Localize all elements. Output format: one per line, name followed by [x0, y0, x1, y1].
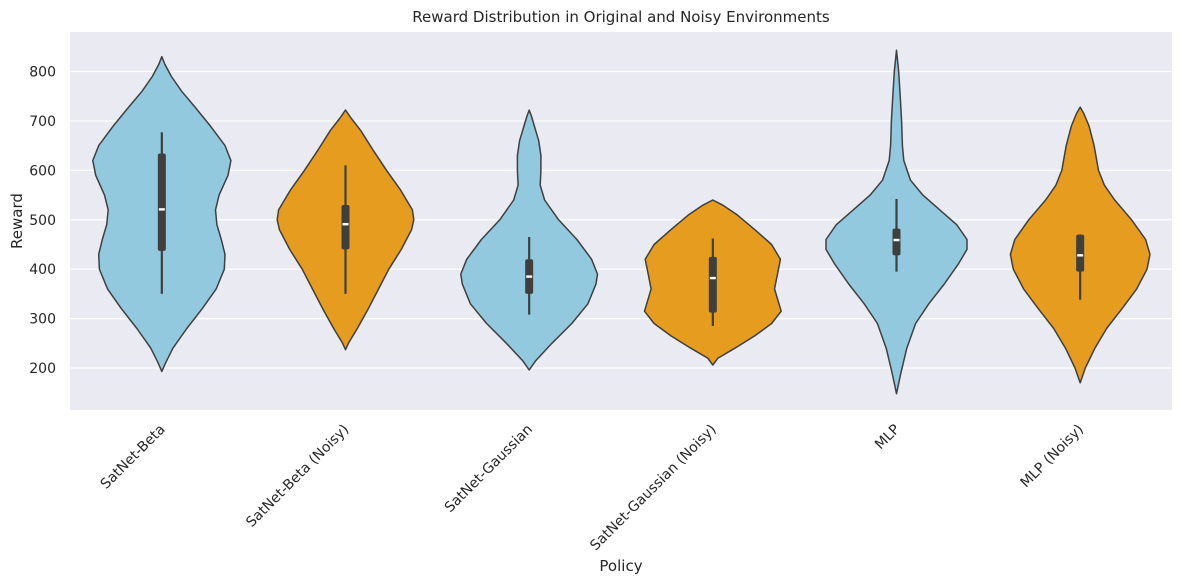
- violin-median: [158, 208, 165, 211]
- chart-title: Reward Distribution in Original and Nois…: [412, 8, 830, 26]
- x-tick-label: SatNet-Gaussian: [442, 422, 536, 516]
- violin-median: [526, 275, 533, 278]
- x-tick-label: SatNet-Gaussian (Noisy): [587, 422, 719, 554]
- violin-group: [825, 49, 968, 395]
- violin-box: [892, 228, 901, 256]
- y-tick-label: 500: [29, 213, 56, 229]
- x-tick-label: SatNet-Beta: [98, 422, 169, 493]
- y-tick-label: 800: [29, 65, 56, 81]
- y-axis-label: Reward: [8, 193, 26, 249]
- violin-median: [1077, 254, 1084, 257]
- grid-lines: [70, 70, 1172, 369]
- y-tick-label: 400: [29, 262, 56, 278]
- y-tick-labels: 200 300 400 500 600 700 800: [29, 65, 56, 377]
- violin-box: [1076, 234, 1085, 272]
- y-tick-label: 200: [29, 361, 56, 377]
- violin-box: [708, 256, 717, 313]
- violin-group: [643, 199, 782, 366]
- violin-group: [1009, 106, 1151, 384]
- y-tick-label: 700: [29, 114, 56, 130]
- y-tick-label: 300: [29, 312, 56, 328]
- violin-group: [276, 109, 415, 351]
- x-tick-label: MLP (Noisy): [1018, 422, 1087, 491]
- x-axis-label: Policy: [599, 557, 642, 575]
- y-tick-label: 600: [29, 163, 56, 179]
- x-tick-label: MLP: [872, 422, 903, 453]
- violin-box: [157, 153, 166, 251]
- x-tick-labels: SatNet-Beta SatNet-Beta (Noisy) SatNet-Gau…: [98, 422, 1087, 554]
- violin-box: [341, 204, 350, 250]
- x-tick-label: SatNet-Beta (Noisy): [243, 422, 352, 531]
- violin-group: [460, 109, 599, 371]
- violin-median: [342, 223, 349, 226]
- violins: [92, 49, 1151, 395]
- violin-group: [92, 55, 232, 373]
- plot-area: [70, 32, 1172, 410]
- violin-median: [709, 276, 716, 280]
- violin-median: [893, 238, 900, 242]
